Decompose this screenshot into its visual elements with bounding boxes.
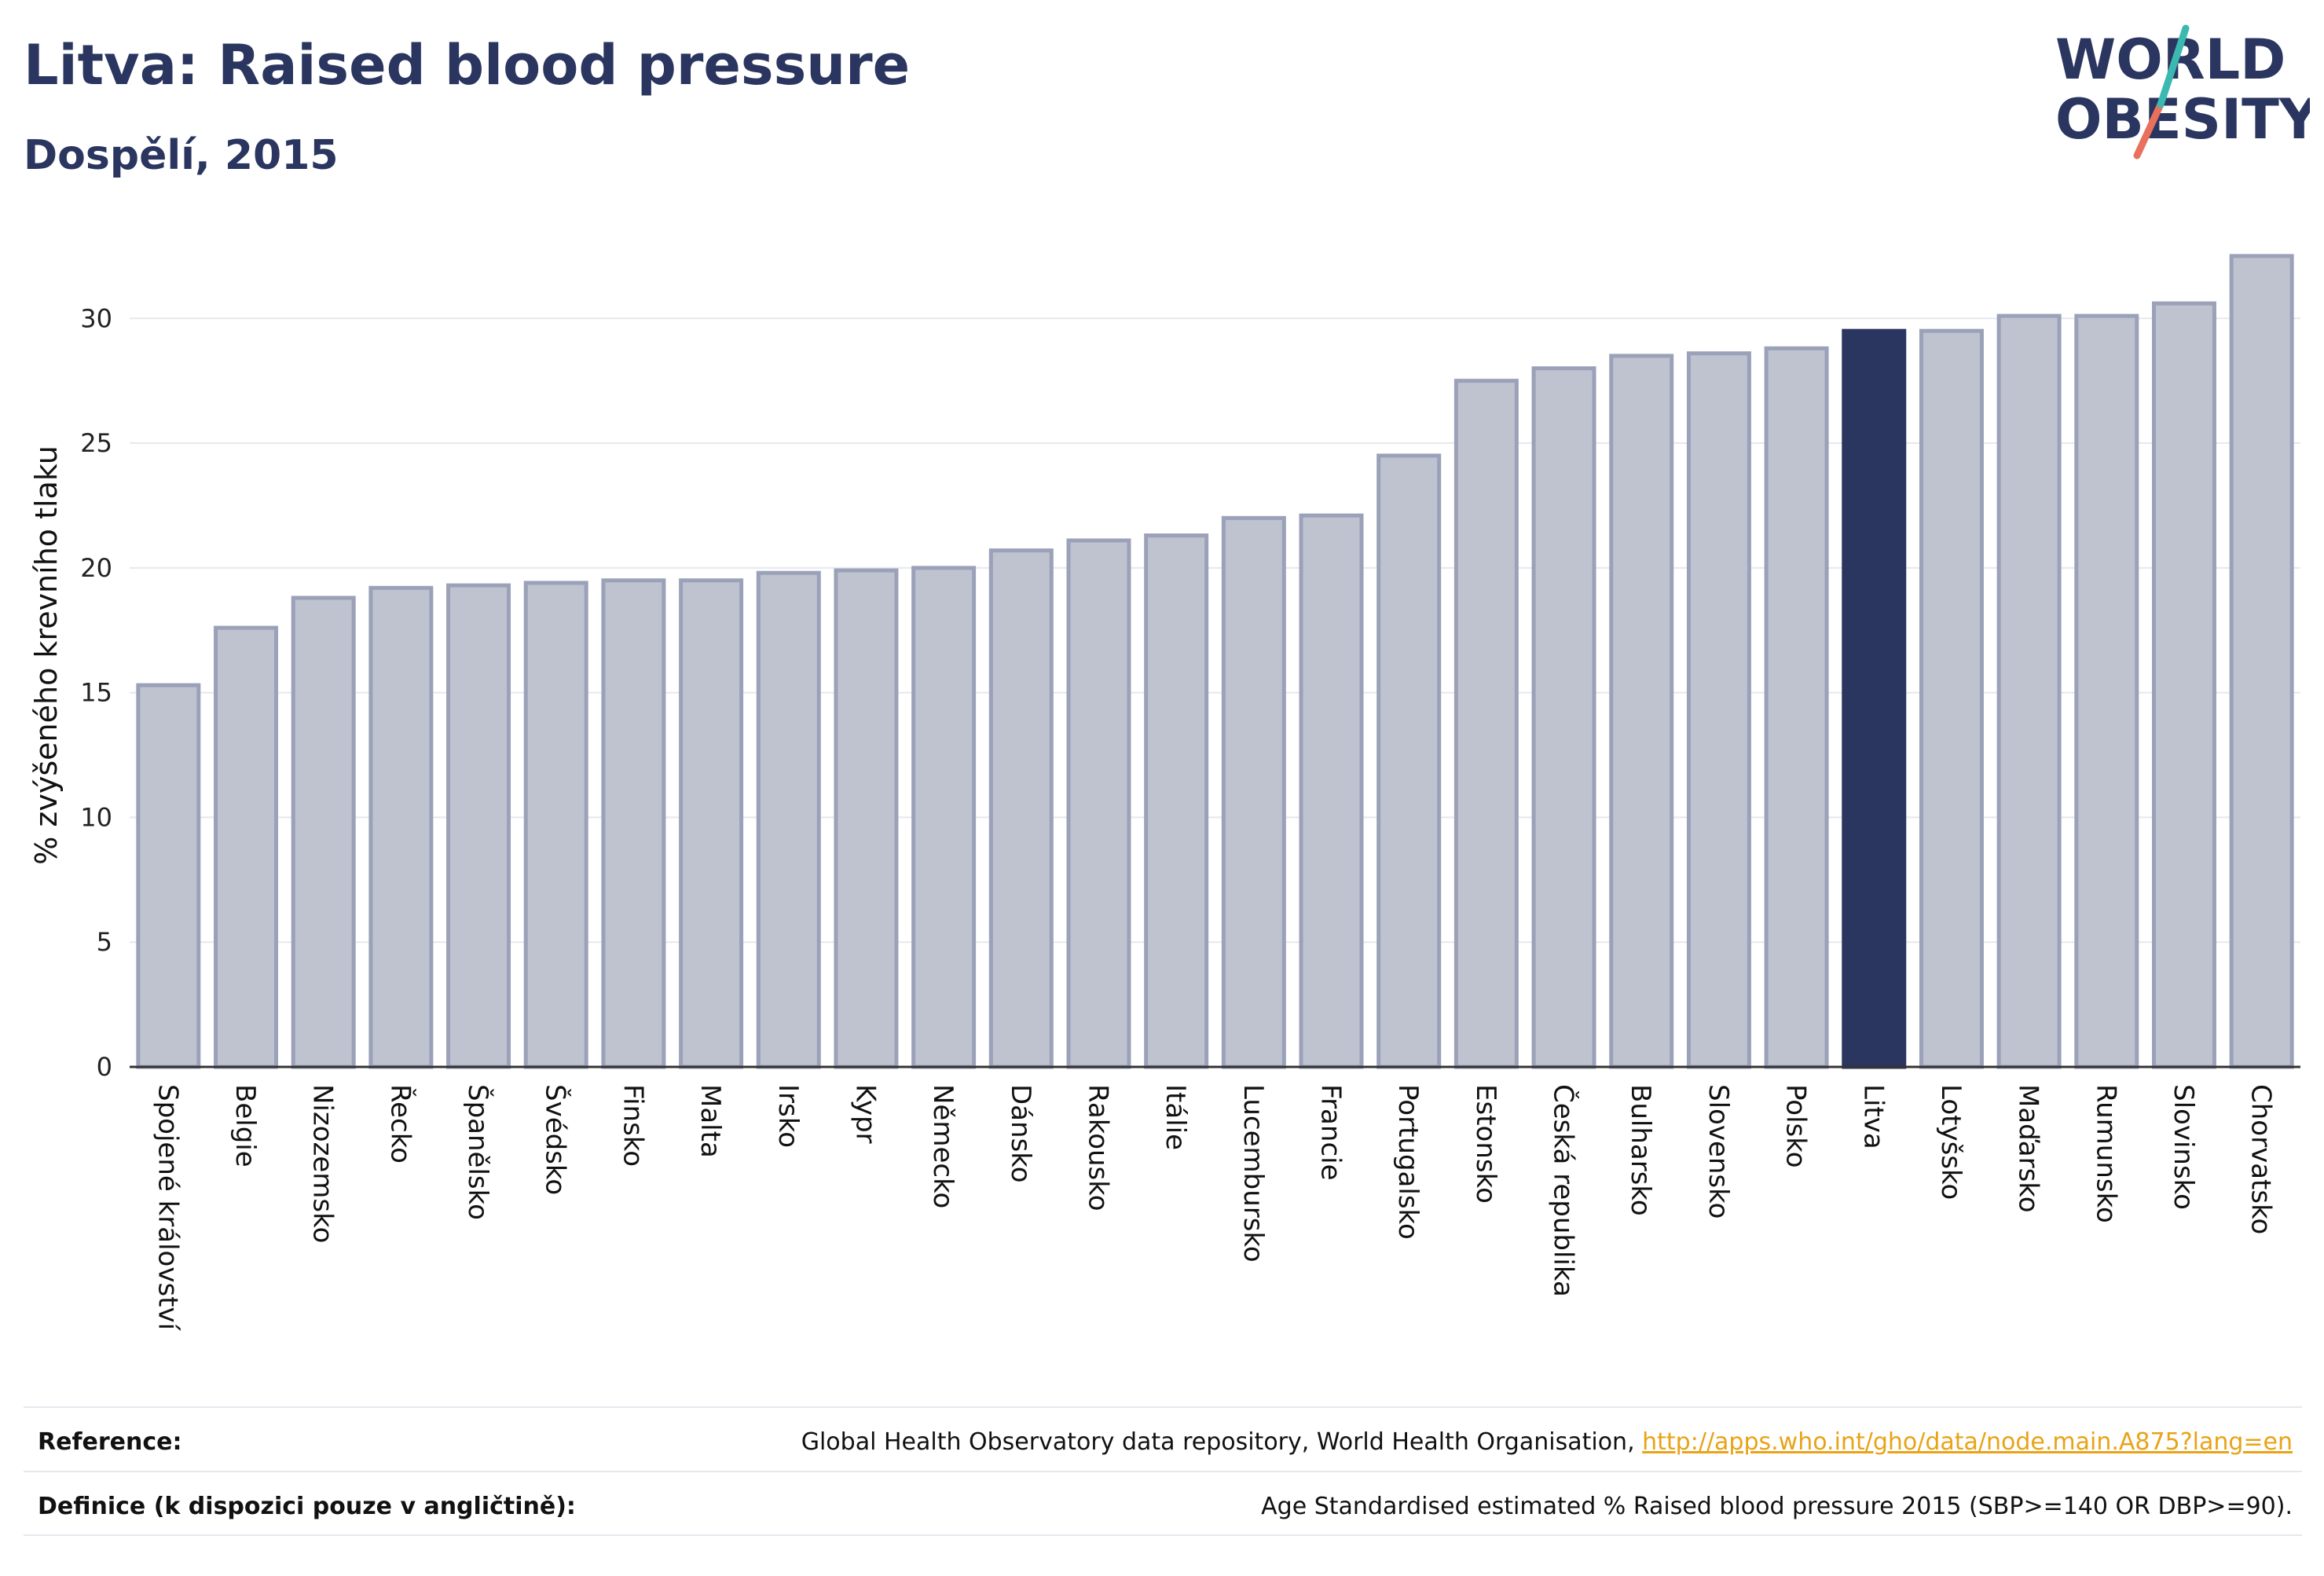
- x-tick-label: Spojené království: [152, 1084, 183, 1332]
- bar-malta[interactable]: [679, 578, 744, 1069]
- y-tick-label: 25: [80, 428, 112, 458]
- bar-slovensko[interactable]: [1686, 351, 1751, 1069]
- x-tick-label: Francie: [1315, 1084, 1347, 1181]
- bar-německo[interactable]: [911, 566, 977, 1069]
- bars: [136, 254, 2294, 1069]
- x-tick-label: Lotyšsko: [1935, 1084, 1967, 1200]
- bar-chart: 0 5 10 15 20 25 30 Spojené království Belgie Niz…: [29, 254, 2300, 1332]
- x-tick-label: Německo: [927, 1084, 959, 1208]
- reference-source: Global Health Observatory data repositor…: [801, 1428, 1643, 1456]
- y-tick-label: 5: [97, 927, 112, 957]
- x-tick-label: Dánsko: [1005, 1084, 1036, 1183]
- bar-itálie[interactable]: [1144, 533, 1209, 1069]
- x-tick-labels: Spojené království Belgie Nizozemsko Řecko Š…: [152, 1084, 2276, 1332]
- bar-spojené-království[interactable]: [136, 683, 201, 1069]
- footer-divider-top: [24, 1406, 2302, 1408]
- bar-španělsko[interactable]: [446, 583, 511, 1069]
- x-tick-label: Irsko: [772, 1084, 804, 1148]
- bar-bulharsko[interactable]: [1609, 354, 1674, 1069]
- reference-link[interactable]: http://apps.who.int/gho/data/node.main.A…: [1642, 1428, 2293, 1456]
- y-tick-label: 0: [97, 1052, 112, 1082]
- x-tick-label: Maďarsko: [2013, 1084, 2044, 1213]
- x-tick-label: Lucembursko: [1237, 1084, 1269, 1263]
- x-tick-label: Nizozemsko: [307, 1084, 339, 1243]
- bar-polsko[interactable]: [1764, 346, 1829, 1069]
- x-tick-label: Slovensko: [1703, 1084, 1734, 1219]
- definition-label: Definice (k dispozici pouze v angličtině…: [38, 1493, 576, 1520]
- reference-text: Global Health Observatory data repositor…: [801, 1428, 2293, 1456]
- x-tick-label: Česká republika: [1548, 1084, 1580, 1297]
- bar-litva[interactable]: [1842, 328, 1907, 1069]
- y-tick-labels: 0 5 10 15 20 25 30: [80, 303, 112, 1082]
- bar-portugalsko[interactable]: [1376, 453, 1442, 1069]
- footer-divider-middle: [24, 1471, 2302, 1472]
- world-obesity-logo: WORLD OBESITY: [2055, 24, 2310, 159]
- bar-francie[interactable]: [1299, 513, 1364, 1069]
- x-tick-label: Španělsko: [462, 1084, 494, 1220]
- footer-divider-bottom: [24, 1534, 2302, 1536]
- x-tick-label: Malta: [695, 1084, 726, 1158]
- y-tick-label: 30: [80, 303, 112, 333]
- bar-slovinsko[interactable]: [2151, 301, 2216, 1069]
- x-tick-label: Estonsko: [1470, 1084, 1501, 1204]
- bar-lotyšsko[interactable]: [1919, 328, 1984, 1069]
- x-tick-label: Slovinsko: [2168, 1084, 2199, 1210]
- bar-rakousko[interactable]: [1066, 538, 1131, 1069]
- x-tick-label: Polsko: [1780, 1084, 1812, 1168]
- bar-chorvatsko[interactable]: [2229, 254, 2294, 1069]
- bar-rumunsko[interactable]: [2074, 313, 2139, 1069]
- x-tick-label: Bulharsko: [1625, 1084, 1656, 1216]
- y-tick-label: 10: [80, 802, 112, 832]
- bar-řecko[interactable]: [368, 585, 434, 1069]
- x-tick-label: Švédsko: [540, 1084, 572, 1195]
- x-tick-label: Finsko: [617, 1084, 648, 1167]
- y-tick-label: 20: [80, 553, 112, 583]
- bar-dánsko[interactable]: [988, 548, 1054, 1069]
- x-tick-label: Chorvatsko: [2245, 1084, 2277, 1234]
- x-tick-label: Litva: [1857, 1084, 1889, 1149]
- x-tick-label: Rumunsko: [2090, 1084, 2121, 1223]
- bar-maďarsko[interactable]: [1996, 313, 2062, 1069]
- x-tick-label: Belgie: [229, 1084, 261, 1167]
- logo-text-obesity: OBESITY: [2055, 87, 2310, 152]
- x-tick-label: Řecko: [384, 1084, 416, 1164]
- x-tick-label: Kypr: [849, 1084, 881, 1144]
- bar-švédsko[interactable]: [523, 581, 588, 1069]
- bar-lucembursko[interactable]: [1221, 515, 1286, 1069]
- bar-irsko[interactable]: [756, 570, 821, 1069]
- x-tick-label: Itálie: [1160, 1084, 1191, 1150]
- bar-estonsko[interactable]: [1453, 379, 1519, 1069]
- y-tick-label: 15: [80, 678, 112, 708]
- logo-slash-teal: [2157, 24, 2190, 108]
- chart-subtitle: Dospělí, 2015: [24, 132, 339, 179]
- reference-label: Reference:: [38, 1428, 182, 1456]
- definition-text: Age Standardised estimated % Raised bloo…: [1261, 1493, 2293, 1520]
- chart-title: Litva: Raised blood pressure: [24, 33, 911, 97]
- y-axis-label: % zvýšeného krevního tlaku: [29, 445, 64, 865]
- bar-finsko[interactable]: [601, 578, 666, 1069]
- bar-česká-republika[interactable]: [1531, 366, 1596, 1069]
- bar-belgie[interactable]: [214, 625, 279, 1069]
- x-tick-label: Portugalsko: [1392, 1084, 1424, 1240]
- logo-slash-coral: [2133, 101, 2165, 159]
- bar-kypr[interactable]: [834, 568, 899, 1069]
- bar-nizozemsko[interactable]: [291, 596, 356, 1069]
- x-tick-label: Rakousko: [1082, 1084, 1113, 1211]
